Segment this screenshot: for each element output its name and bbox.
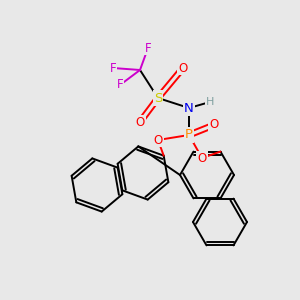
- Text: P: P: [185, 128, 193, 142]
- Text: O: O: [209, 118, 219, 131]
- Text: O: O: [178, 61, 188, 74]
- Text: F: F: [117, 79, 123, 92]
- Text: F: F: [145, 41, 151, 55]
- Text: S: S: [154, 92, 162, 104]
- Text: O: O: [135, 116, 145, 128]
- Text: O: O: [153, 134, 163, 146]
- Text: N: N: [184, 101, 194, 115]
- Text: F: F: [110, 61, 116, 74]
- Text: O: O: [197, 152, 207, 164]
- Text: H: H: [206, 97, 214, 107]
